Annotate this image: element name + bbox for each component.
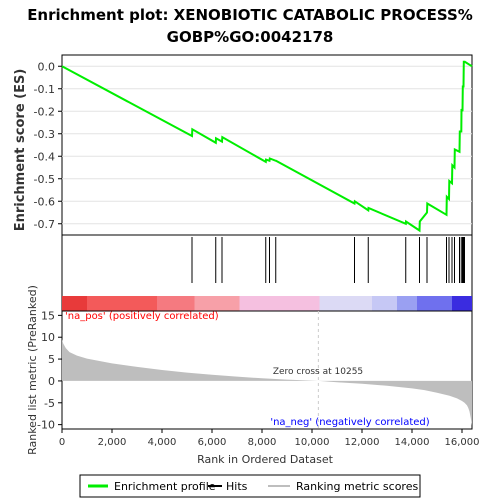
es-tick-label: -0.4 bbox=[34, 150, 55, 163]
ranked-tick-label: 15 bbox=[41, 309, 55, 322]
es-tick-label: -0.5 bbox=[34, 173, 55, 186]
legend-label-enrichment: Enrichment profile bbox=[114, 480, 216, 493]
legend-box bbox=[79, 474, 421, 498]
es-tick-label: 0.0 bbox=[38, 60, 56, 73]
es-panel-frame bbox=[61, 54, 473, 236]
ranked-axis-label: Ranked list metric (PreRanked) bbox=[26, 285, 39, 455]
enrichment-profile-line bbox=[61, 60, 473, 233]
colorbar-segment bbox=[194, 296, 240, 311]
es-tick-label: -0.7 bbox=[34, 218, 55, 231]
ranked-tick-label: 5 bbox=[48, 353, 55, 366]
chart-title-line2: GOBP%GO:0042178 bbox=[167, 28, 334, 46]
x-tick-label: 14,000 bbox=[395, 437, 430, 448]
legend: Enrichment profile Hits Ranking metric s… bbox=[79, 474, 421, 498]
legend-label-ranking: Ranking metric scores bbox=[296, 480, 418, 493]
x-tick-label: 8,000 bbox=[248, 437, 277, 448]
es-tick-label: -0.1 bbox=[34, 83, 55, 96]
ranked-tick-label: 10 bbox=[41, 331, 55, 344]
x-tick-label: 4,000 bbox=[148, 437, 177, 448]
es-tick-label: -0.6 bbox=[34, 195, 55, 208]
ranked-tick-label: -10 bbox=[37, 419, 55, 432]
x-tick-label: 10,000 bbox=[295, 437, 330, 448]
colorbar-segment bbox=[87, 296, 157, 311]
es-tick-label: -0.2 bbox=[34, 105, 55, 118]
colorbar-segment bbox=[452, 296, 472, 311]
negative-correlation-label: 'na_neg' (negatively correlated) bbox=[270, 417, 429, 428]
x-tick-label: 0 bbox=[59, 437, 65, 448]
colorbar-segment bbox=[62, 296, 87, 311]
zero-cross-label: Zero cross at 10255 bbox=[273, 367, 363, 377]
positive-correlation-label: 'na_pos' (positively correlated) bbox=[65, 311, 219, 322]
x-tick-label: 12,000 bbox=[345, 437, 380, 448]
colorbar-segment bbox=[372, 296, 397, 311]
es-axis-label: Enrichment score (ES) bbox=[13, 69, 28, 232]
es-tick-label: -0.3 bbox=[34, 128, 55, 141]
colorbar-segment bbox=[397, 296, 417, 311]
chart-title-line1: Enrichment plot: XENOBIOTIC CATABOLIC PR… bbox=[27, 6, 473, 24]
colorbar-segment bbox=[417, 296, 452, 311]
colorbar-segment bbox=[157, 296, 195, 311]
legend-label-hits: Hits bbox=[226, 480, 248, 493]
x-axis-label: Rank in Ordered Dataset bbox=[197, 453, 334, 466]
colorbar-segment bbox=[319, 296, 372, 311]
ranking-metric-area bbox=[62, 339, 472, 426]
ranked-tick-label: 0 bbox=[48, 375, 55, 388]
colorbar-segment bbox=[239, 296, 320, 311]
x-tick-label: 6,000 bbox=[198, 437, 227, 448]
x-tick-label: 2,000 bbox=[98, 437, 127, 448]
ranked-tick-label: -5 bbox=[44, 397, 55, 410]
x-tick-label: 16,000 bbox=[445, 437, 480, 448]
